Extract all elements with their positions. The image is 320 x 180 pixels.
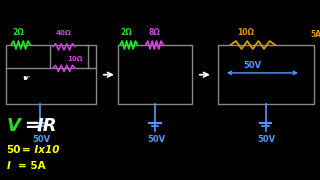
Text: 40Ω: 40Ω bbox=[56, 30, 72, 36]
Text: ☛: ☛ bbox=[22, 74, 30, 83]
Text: 50V: 50V bbox=[147, 135, 165, 144]
Text: 50: 50 bbox=[6, 145, 21, 155]
Text: V: V bbox=[6, 117, 20, 135]
Text: 2Ω: 2Ω bbox=[13, 28, 25, 37]
Text: 50V: 50V bbox=[258, 135, 276, 144]
Text: IR: IR bbox=[37, 117, 57, 135]
Text: = Ix10: = Ix10 bbox=[22, 145, 60, 155]
Text: 10Ω: 10Ω bbox=[237, 28, 254, 37]
Text: 8Ω: 8Ω bbox=[149, 28, 161, 37]
Text: 2Ω: 2Ω bbox=[121, 28, 132, 37]
Text: I: I bbox=[6, 161, 10, 171]
Text: 10Ω: 10Ω bbox=[67, 56, 83, 62]
Text: 50V: 50V bbox=[243, 60, 261, 69]
Text: 50V: 50V bbox=[32, 135, 51, 144]
Text: = 5A: = 5A bbox=[18, 161, 45, 171]
Text: 5A: 5A bbox=[310, 30, 320, 39]
Text: =: = bbox=[24, 117, 39, 135]
